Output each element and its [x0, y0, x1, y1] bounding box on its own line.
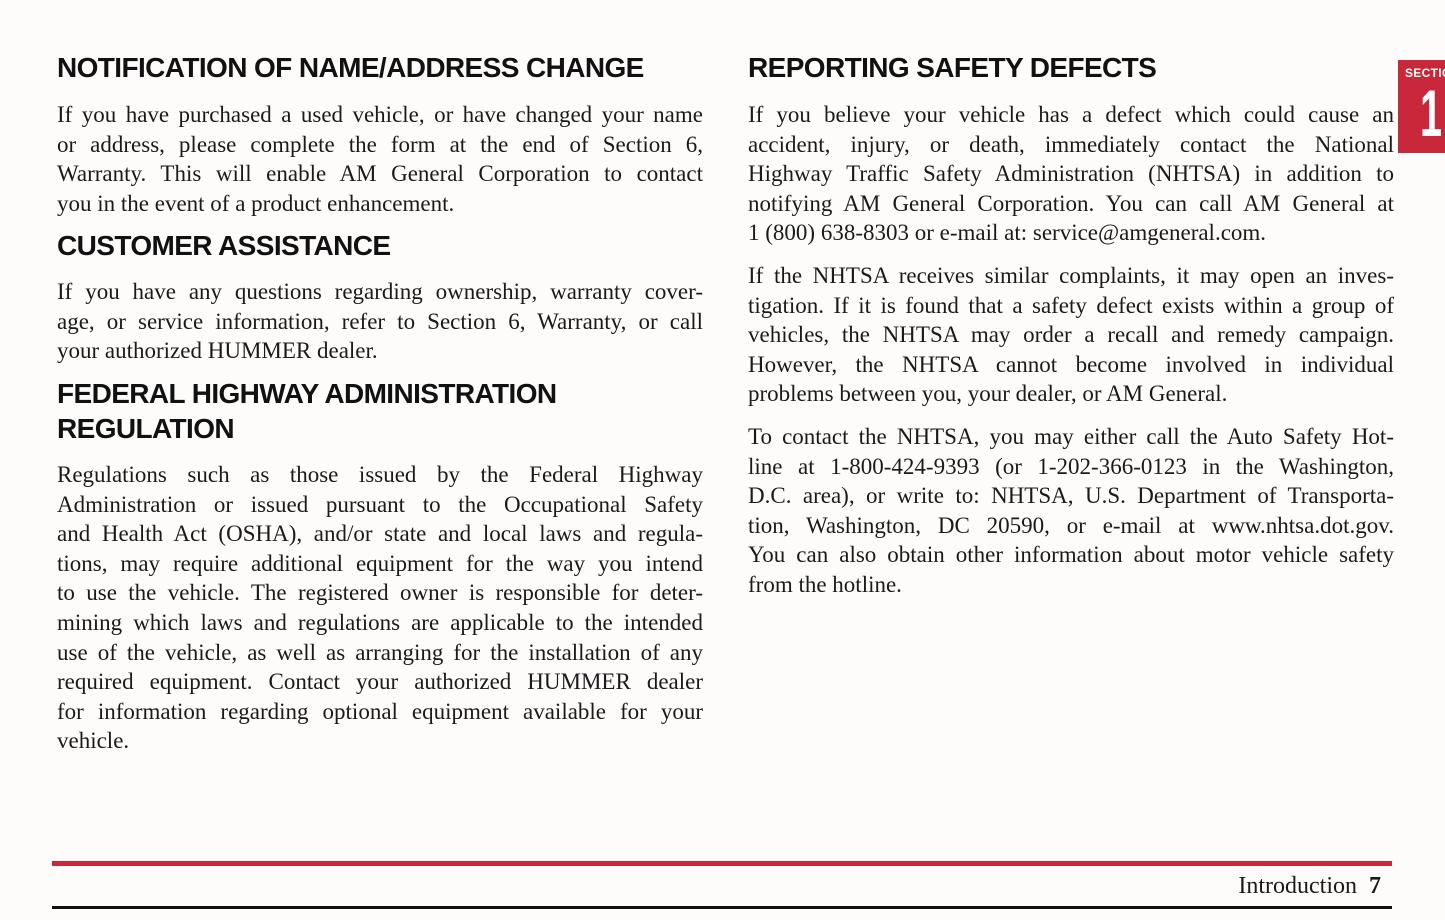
section-heading: NOTIFICATION OF NAME/ADDRESS CHANGE [57, 50, 703, 85]
paragraph-line: If you have purchased a used vehicle, or… [57, 102, 703, 127]
paragraph-line: To contact the NHTSA, you may either cal… [748, 424, 1394, 449]
paragraph-line: However, the NHTSA cannot become involve… [748, 351, 1394, 377]
paragraph: If you have any questions regarding owne… [57, 277, 703, 366]
paragraph-line: from the hotline. [748, 571, 902, 597]
paragraph-line: If you have any questions regarding owne… [57, 279, 703, 304]
paragraph: If you believe your vehicle has a defect… [748, 100, 1394, 248]
paragraph-line: mining which laws and regulations are ap… [57, 609, 703, 635]
section-tab-label: SECTIO [1405, 66, 1445, 80]
paragraph-line: to use the vehicle. The registered owner… [57, 580, 703, 606]
paragraph-line: required equipment. Contact your authori… [57, 669, 703, 695]
paragraph-line: problems between you, your dealer, or AM… [748, 381, 1228, 407]
section-heading: FEDERAL HIGHWAY ADMINISTRATION REGULATION [57, 376, 703, 446]
paragraph-line: vehicles, the NHTSA may order a recall a… [748, 322, 1394, 348]
paragraph-line: If the NHTSA receives similar complaints… [748, 263, 1394, 288]
paragraph-line: D.C. area), or write to: NHTSA, U.S. Dep… [748, 483, 1394, 509]
heading-line: CUSTOMER ASSISTANCE [57, 230, 391, 261]
paragraph-line: your authorized HUMMER dealer. [57, 338, 378, 364]
paragraph-line: If you believe your vehicle has a defect… [748, 102, 1394, 127]
paragraph-line: notifying AM General Corporation. You ca… [748, 190, 1394, 216]
paragraph-line: and Health Act (OSHA), and/or state and … [57, 521, 703, 547]
paragraph-line: or address, please complete the form at … [57, 131, 703, 157]
paragraph-line: Highway Traffic Safety Administration (N… [748, 161, 1394, 187]
section-tab-number: 1 [1420, 76, 1443, 150]
section-heading: CUSTOMER ASSISTANCE [57, 228, 703, 263]
paragraph-line: Regulations such as those issued by the … [57, 462, 703, 487]
paragraph: To contact the NHTSA, you may either cal… [748, 422, 1394, 600]
footer-black-rule [52, 906, 1392, 909]
paragraph-line: line at 1-800-424-9393 (or 1-202-366-012… [748, 453, 1394, 479]
paragraph-line: You can also obtain other information ab… [748, 542, 1394, 568]
paragraph-line: vehicle. [57, 728, 130, 754]
paragraph-line: use of the vehicle, as well as arranging… [57, 639, 703, 665]
paragraph-line: tion, Washington, DC 20590, or e-mail at… [748, 512, 1394, 538]
paragraph-line: tigation. If it is found that a safety d… [748, 292, 1394, 318]
paragraph-line: Warranty. This will enable AM General Co… [57, 161, 703, 187]
paragraph-line: for information regarding optional equip… [57, 698, 703, 724]
paragraph-line: accident, injury, or death, immediately … [748, 131, 1394, 157]
paragraph-line: age, or service information, refer to Se… [57, 308, 703, 334]
paragraph-line: tions, may require additional equipment … [57, 550, 703, 576]
paragraph-line: Administration or issued pursuant to the… [57, 491, 703, 517]
paragraph-line: 1 (800) 638-8303 or e-mail at: service@a… [748, 220, 1267, 246]
page-number: 7 [1369, 873, 1381, 899]
paragraph: Regulations such as those issued by the … [57, 460, 703, 756]
heading-line: REGULATION [57, 413, 235, 444]
heading-line: FEDERAL HIGHWAY ADMINISTRATION [57, 378, 557, 409]
footer-section-name: Introduction [1238, 873, 1357, 899]
paragraph: If you have purchased a used vehicle, or… [57, 100, 703, 218]
section-heading: REPORTING SAFETY DEFECTS [748, 52, 1157, 83]
page-footer: Introduction 7 [1238, 873, 1381, 900]
heading-line: NOTIFICATION OF NAME/ADDRESS CHANGE [57, 52, 644, 83]
footer-red-rule [52, 861, 1392, 866]
section-tab: SECTIO 1 [1398, 60, 1445, 153]
paragraph-line: you in the event of a product enhancemen… [57, 190, 455, 216]
paragraph: If the NHTSA receives similar complaints… [748, 261, 1394, 409]
